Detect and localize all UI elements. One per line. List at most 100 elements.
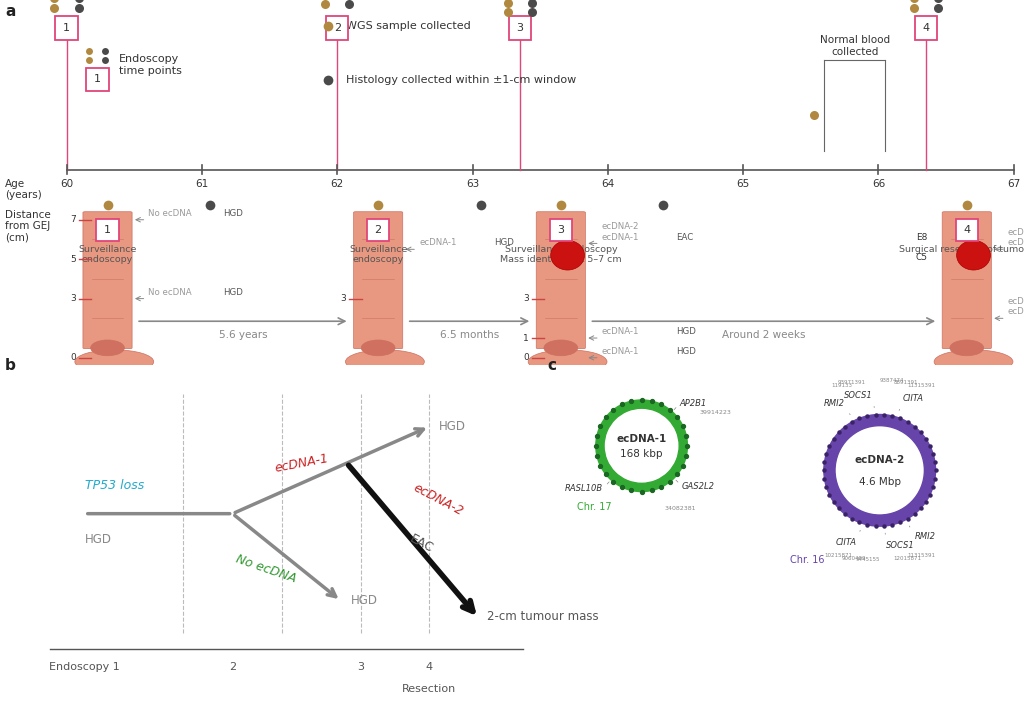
- Text: 65: 65: [736, 179, 750, 189]
- FancyBboxPatch shape: [955, 219, 978, 241]
- Text: Surveillance endoscopy
Mass identified at 5–7 cm: Surveillance endoscopy Mass identified a…: [500, 244, 622, 264]
- Text: ecDNA-1: ecDNA-1: [419, 239, 457, 248]
- Text: SOCS1: SOCS1: [887, 541, 915, 550]
- Text: E8: E8: [916, 234, 928, 242]
- FancyBboxPatch shape: [55, 16, 78, 40]
- Text: 2: 2: [229, 662, 237, 672]
- FancyBboxPatch shape: [537, 212, 586, 349]
- Text: 9060499: 9060499: [842, 556, 865, 561]
- Text: CIITA: CIITA: [836, 538, 856, 547]
- Text: 3: 3: [557, 225, 564, 235]
- Text: Around 2 weeks: Around 2 weeks: [722, 331, 806, 340]
- Text: 61: 61: [196, 179, 209, 189]
- Text: 11315391: 11315391: [907, 553, 935, 558]
- Text: 6.5 months: 6.5 months: [440, 331, 499, 340]
- Text: C5: C5: [915, 253, 928, 262]
- Text: HGD: HGD: [677, 327, 696, 336]
- Text: 3: 3: [70, 294, 76, 303]
- Text: 63: 63: [466, 179, 479, 189]
- FancyBboxPatch shape: [326, 16, 348, 40]
- Text: 119133: 119133: [831, 383, 852, 388]
- Text: 60: 60: [60, 179, 73, 189]
- Text: 0: 0: [70, 353, 76, 362]
- Ellipse shape: [75, 350, 154, 373]
- Text: a: a: [5, 4, 15, 18]
- Text: 11315391: 11315391: [907, 383, 935, 388]
- Text: 10215871: 10215871: [824, 553, 852, 558]
- Text: Normal blood
collected: Normal blood collected: [819, 35, 890, 57]
- Text: 39914223: 39914223: [699, 410, 731, 415]
- Text: Chr. 16: Chr. 16: [791, 555, 825, 565]
- Text: 62: 62: [331, 179, 344, 189]
- Text: RASL10B: RASL10B: [565, 484, 603, 493]
- Text: WGS sample collected: WGS sample collected: [346, 20, 471, 31]
- Text: ecDNA-1: ecDNA-1: [602, 347, 639, 356]
- Ellipse shape: [950, 340, 984, 356]
- Text: 0: 0: [523, 353, 529, 362]
- Text: 67: 67: [1008, 179, 1020, 189]
- Text: 3: 3: [357, 662, 365, 672]
- Text: 1: 1: [523, 333, 529, 343]
- Text: RMI2: RMI2: [915, 532, 936, 541]
- FancyBboxPatch shape: [550, 219, 572, 241]
- Text: SOCS1: SOCS1: [845, 391, 873, 399]
- FancyBboxPatch shape: [83, 212, 132, 349]
- FancyBboxPatch shape: [914, 16, 937, 40]
- Text: Distance
from GEJ
(cm): Distance from GEJ (cm): [5, 210, 51, 243]
- Text: 2: 2: [375, 225, 382, 235]
- Text: Age
(years): Age (years): [5, 179, 42, 201]
- Text: Chr. 17: Chr. 17: [578, 502, 612, 512]
- Text: HGD: HGD: [223, 288, 243, 297]
- Text: 1: 1: [63, 23, 70, 33]
- Text: Surveillance
endoscopy: Surveillance endoscopy: [349, 244, 408, 264]
- Text: EAC: EAC: [408, 531, 435, 555]
- Ellipse shape: [544, 340, 578, 356]
- Text: 5: 5: [70, 255, 76, 264]
- Text: No ecDNA: No ecDNA: [233, 553, 298, 585]
- Text: 3: 3: [523, 294, 529, 303]
- Ellipse shape: [956, 241, 990, 270]
- Text: 4: 4: [923, 23, 930, 33]
- Text: 7: 7: [70, 216, 76, 224]
- Text: ecDNA-2: ecDNA-2: [412, 482, 466, 519]
- Text: No ecDNA: No ecDNA: [148, 288, 193, 297]
- Text: Resection: Resection: [402, 684, 457, 694]
- Text: ecDNA-1: ecDNA-1: [616, 434, 667, 444]
- FancyBboxPatch shape: [96, 219, 119, 241]
- Text: 3: 3: [341, 294, 346, 303]
- Text: 4: 4: [426, 662, 433, 672]
- Text: ecDNA-1: ecDNA-1: [602, 327, 639, 336]
- Ellipse shape: [345, 350, 424, 373]
- Text: ecDNA-2
ecDNA-1: ecDNA-2 ecDNA-1: [602, 223, 639, 241]
- Text: Endoscopy
time points: Endoscopy time points: [119, 54, 181, 76]
- Text: HGD: HGD: [677, 347, 696, 356]
- Text: 93971391: 93971391: [838, 380, 865, 385]
- FancyBboxPatch shape: [942, 212, 991, 349]
- Text: 1: 1: [104, 225, 111, 235]
- Text: HGD: HGD: [494, 239, 514, 248]
- Text: EAC: EAC: [677, 232, 694, 241]
- Text: Surgical resection of tumour: Surgical resection of tumour: [899, 244, 1024, 253]
- Text: ecDNA-2
ecDNA-1: ecDNA-2 ecDNA-1: [1008, 297, 1024, 317]
- FancyBboxPatch shape: [509, 16, 531, 40]
- Text: Surveillance
endoscopy: Surveillance endoscopy: [78, 244, 137, 264]
- Text: Endoscopy 1: Endoscopy 1: [49, 662, 120, 672]
- Text: HGD: HGD: [85, 534, 112, 546]
- Text: 9387474: 9387474: [880, 378, 904, 383]
- Ellipse shape: [934, 350, 1013, 373]
- Ellipse shape: [551, 241, 585, 270]
- Text: 1: 1: [94, 74, 100, 84]
- Text: 4.6 Mbp: 4.6 Mbp: [859, 477, 901, 486]
- Text: GAS2L2: GAS2L2: [682, 482, 715, 491]
- Text: 34082381: 34082381: [665, 505, 696, 510]
- Text: 9445155: 9445155: [855, 557, 880, 562]
- Text: 12015871: 12015871: [894, 556, 922, 561]
- Text: 168 kbp: 168 kbp: [621, 449, 663, 459]
- Text: 2-cm tumour mass: 2-cm tumour mass: [486, 609, 598, 623]
- Text: HGD: HGD: [350, 595, 378, 607]
- FancyBboxPatch shape: [367, 219, 389, 241]
- Text: b: b: [5, 358, 16, 373]
- Text: HGD: HGD: [439, 420, 466, 433]
- Text: RMI2: RMI2: [823, 399, 845, 409]
- FancyBboxPatch shape: [353, 212, 402, 349]
